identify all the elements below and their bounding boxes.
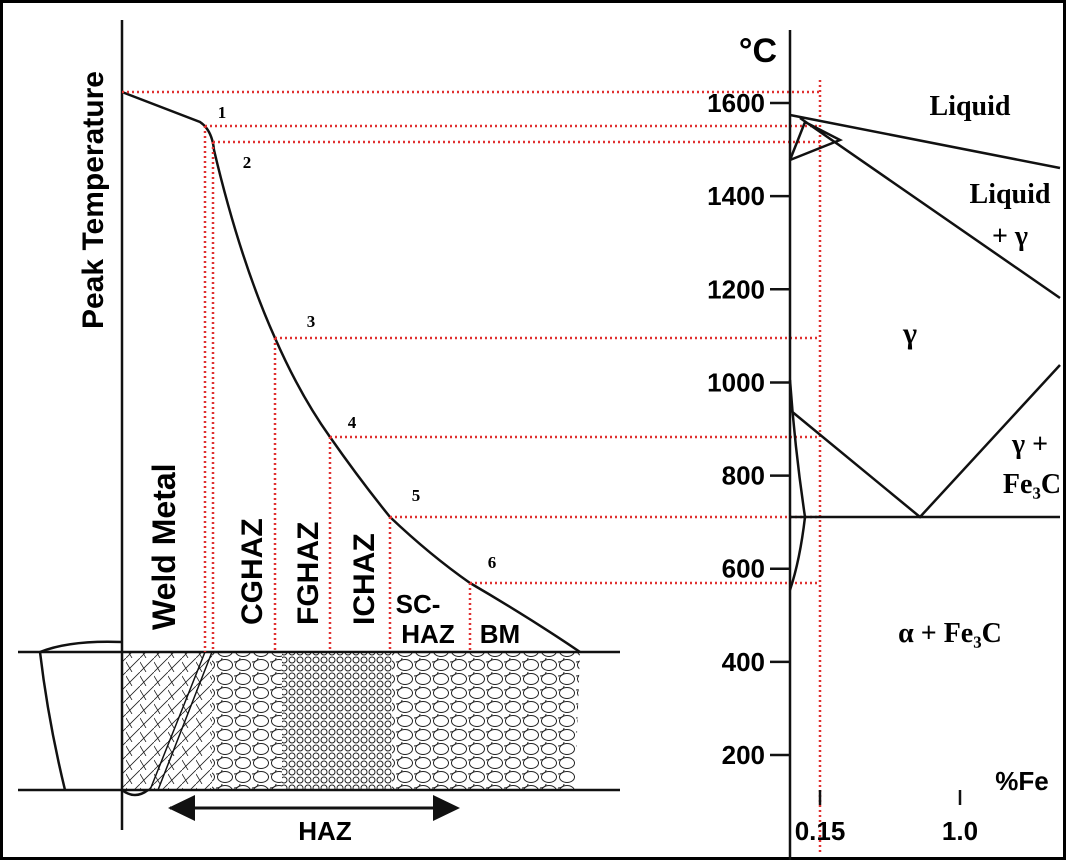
y-tick-label: 1400 [707,181,765,211]
y-tick-label: 200 [722,740,765,770]
x-tick-label: 0.15 [795,816,846,846]
zone-label: SC- [396,589,441,619]
phase-panel: °C %Fe 0.15 1.0 Liquid Liquid + γ γ γ + … [739,30,1061,860]
point-number: 5 [412,486,421,505]
zone-label: CGHAZ [236,518,269,625]
point-number: 1 [218,103,227,122]
fine-grains [282,652,392,790]
region-label: α + Fe₃C [898,618,1002,649]
weld-profile [38,640,149,797]
region-label: Liquid [970,179,1051,210]
zone-label: BM [480,619,520,649]
haz-label: HAZ [298,816,352,846]
guide-lines [122,90,820,652]
zone-label: FGHAZ [292,522,325,625]
y-tick-label: 1600 [707,88,765,118]
zone-label: HAZ [401,619,455,649]
fusion-line [149,651,213,791]
point-number: 6 [488,553,497,572]
base-grains [392,652,580,790]
x-tick-label: 1.0 [942,816,978,846]
y-tick-label: 400 [722,647,765,677]
coarse-grains [212,652,282,790]
unit-label: °C [739,32,777,70]
region-label: + γ [992,221,1028,252]
y-tick-label: 1000 [707,367,765,397]
haz-panel: HAZ Peak Temperature SC- HAZ BM [18,20,820,846]
zone-label: Weld Metal [146,463,182,630]
y-tick-label: 800 [722,461,765,491]
point-number: 4 [348,413,357,432]
y-tick-label: 1200 [707,274,765,304]
y-axis-label: Peak Temperature [77,71,110,329]
region-label: Liquid [930,91,1011,122]
region-label: Fe₃C [1003,469,1061,500]
zone-label: ICHAZ [348,533,381,625]
phase-lines [788,113,1061,591]
region-label: γ [902,317,917,350]
x-axis-label: %Fe [995,766,1048,796]
point-number: 3 [307,312,316,331]
point-number: 2 [243,153,252,172]
region-label: γ + [1011,429,1048,460]
y-tick-label: 600 [722,554,765,584]
weld-structure [122,652,212,790]
